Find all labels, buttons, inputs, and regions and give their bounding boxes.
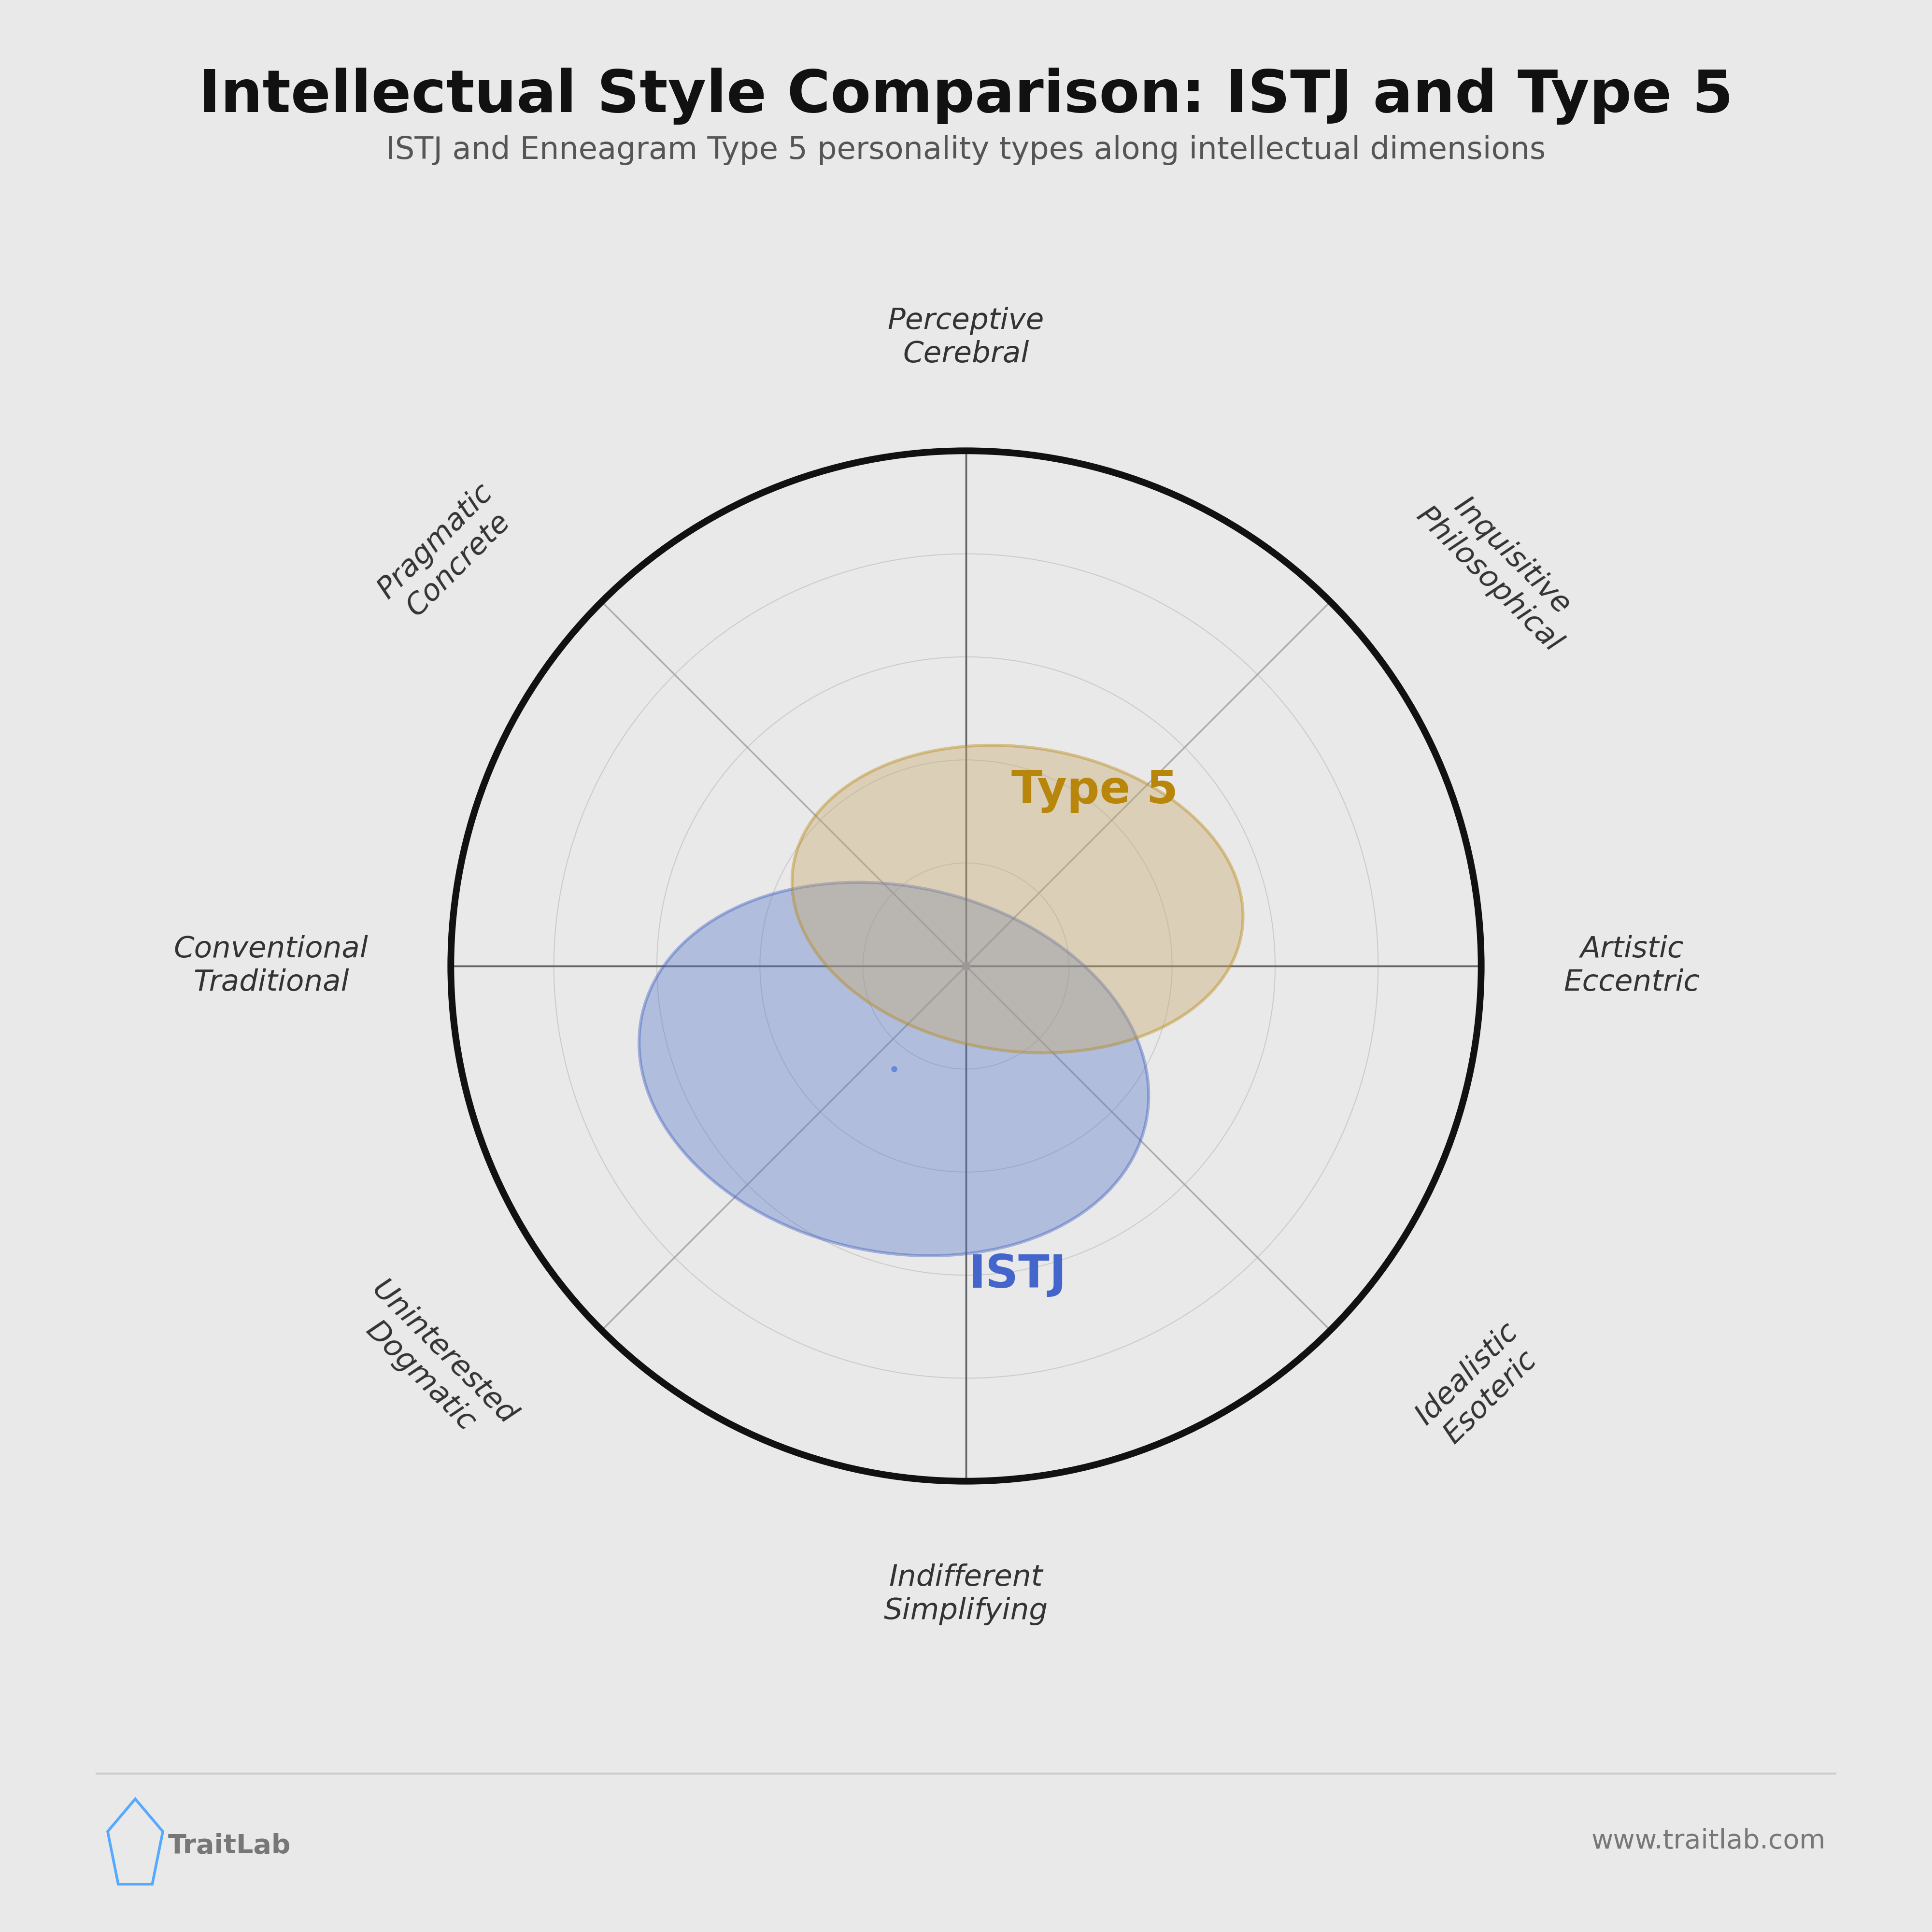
Text: www.traitlab.com: www.traitlab.com bbox=[1592, 1828, 1826, 1855]
Text: Perceptive
Cerebral: Perceptive Cerebral bbox=[887, 307, 1045, 369]
Text: Artistic
Eccentric: Artistic Eccentric bbox=[1563, 935, 1700, 997]
Text: ISTJ and Enneagram Type 5 personality types along intellectual dimensions: ISTJ and Enneagram Type 5 personality ty… bbox=[386, 135, 1546, 166]
Ellipse shape bbox=[639, 883, 1150, 1256]
Text: Idealistic
Esoteric: Idealistic Esoteric bbox=[1410, 1318, 1548, 1455]
Text: Indifferent
Simplifying: Indifferent Simplifying bbox=[883, 1563, 1049, 1625]
Text: Uninterested
Dogmatic: Uninterested Dogmatic bbox=[342, 1275, 522, 1455]
Ellipse shape bbox=[792, 746, 1242, 1053]
Text: Conventional
Traditional: Conventional Traditional bbox=[174, 935, 369, 997]
Text: TraitLab: TraitLab bbox=[168, 1833, 292, 1859]
Text: Pragmatic
Concrete: Pragmatic Concrete bbox=[373, 477, 522, 628]
Text: ISTJ: ISTJ bbox=[968, 1252, 1066, 1298]
Text: Inquisitive
Philosophical: Inquisitive Philosophical bbox=[1410, 477, 1590, 657]
Text: Type 5: Type 5 bbox=[1012, 769, 1179, 813]
Text: Intellectual Style Comparison: ISTJ and Type 5: Intellectual Style Comparison: ISTJ and … bbox=[199, 68, 1733, 124]
